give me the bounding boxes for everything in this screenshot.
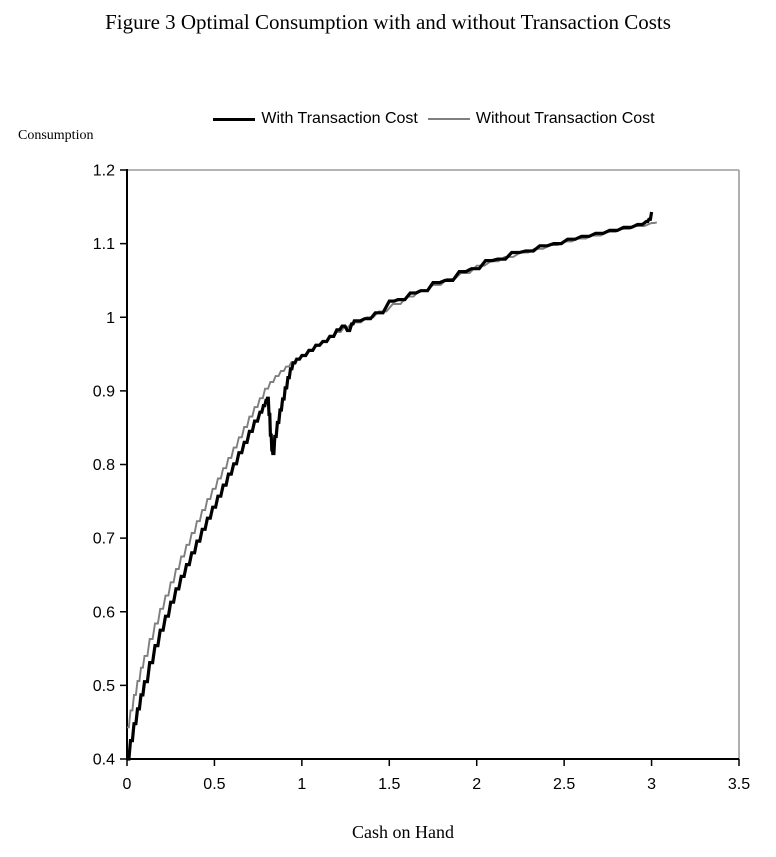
y-tick-label: 0.5 — [93, 678, 115, 695]
y-tick-label: 0.7 — [93, 531, 115, 548]
legend-item-without-transaction-cost: Without Transaction Cost — [427, 110, 655, 128]
legend-line-swatch-gray — [427, 118, 470, 120]
legend-item-with-transaction-cost: With Transaction Cost — [213, 110, 418, 128]
y-tick-label: 1 — [106, 310, 115, 327]
legend-label-without-transaction-cost: Without Transaction Cost — [475, 110, 655, 127]
series-line-with-transaction-cost — [127, 211, 654, 761]
x-tick-label: 1.5 — [378, 776, 400, 793]
y-tick-label: 0.8 — [93, 457, 115, 474]
x-tick-label: 0 — [123, 776, 132, 793]
x-tick-label: 3 — [647, 776, 656, 793]
legend-line-swatch-black — [213, 117, 256, 121]
x-tick-label: 3.5 — [728, 776, 750, 793]
y-tick-label: 0.9 — [93, 383, 115, 400]
x-tick-label: 2 — [472, 776, 481, 793]
y-tick-label: 1.2 — [93, 163, 115, 180]
y-tick-label: 1.1 — [93, 236, 115, 253]
chart-legend: With Transaction Cost Without Transactio… — [92, 110, 776, 128]
y-tick-label: 0.6 — [93, 604, 115, 621]
y-axis-title: Consumption — [18, 128, 94, 143]
x-tick-label: 1 — [297, 776, 306, 793]
x-tick-label: 0.5 — [203, 776, 225, 793]
figure-title: Figure 3 Optimal Consumption with and wi… — [105, 10, 671, 34]
y-tick-label: 0.4 — [93, 752, 115, 769]
legend-label-with-transaction-cost: With Transaction Cost — [261, 110, 418, 127]
x-tick-label: 2.5 — [553, 776, 575, 793]
series-line-without-transaction-cost — [127, 221, 658, 729]
x-axis-title: Cash on Hand — [352, 822, 454, 842]
